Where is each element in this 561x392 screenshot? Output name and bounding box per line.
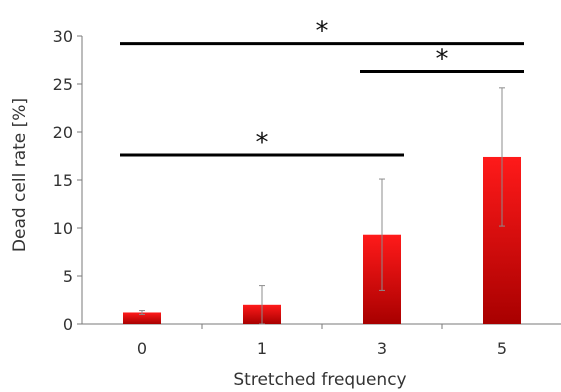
- significance-markers: * * *: [120, 17, 524, 158]
- x-axis-title: Stretched frequency: [233, 370, 406, 390]
- y-tick-label: 15: [53, 171, 73, 190]
- y-tick-label: 20: [53, 123, 73, 142]
- bar: [123, 312, 161, 324]
- x-tick-label: 3: [377, 339, 387, 358]
- bars: [123, 87, 521, 325]
- y-tick-label: 0: [63, 315, 73, 334]
- significance-label: *: [316, 17, 329, 47]
- significance-label: *: [436, 45, 449, 75]
- y-tick-label: 10: [53, 219, 73, 238]
- x-tick-label: 0: [137, 339, 147, 358]
- y-tick-label: 25: [53, 75, 73, 94]
- x-tick-label: 5: [497, 339, 507, 358]
- significance-label: *: [256, 128, 269, 158]
- y-tick-label: 5: [63, 267, 73, 286]
- x-axis: 0 1 3 5: [82, 323, 561, 358]
- x-tick-label: 1: [257, 339, 267, 358]
- y-axis-title: Dead cell rate [%]: [10, 98, 30, 252]
- y-tick-label: 30: [53, 27, 73, 46]
- y-axis: 0 5 10 15 20 25 30: [53, 27, 83, 334]
